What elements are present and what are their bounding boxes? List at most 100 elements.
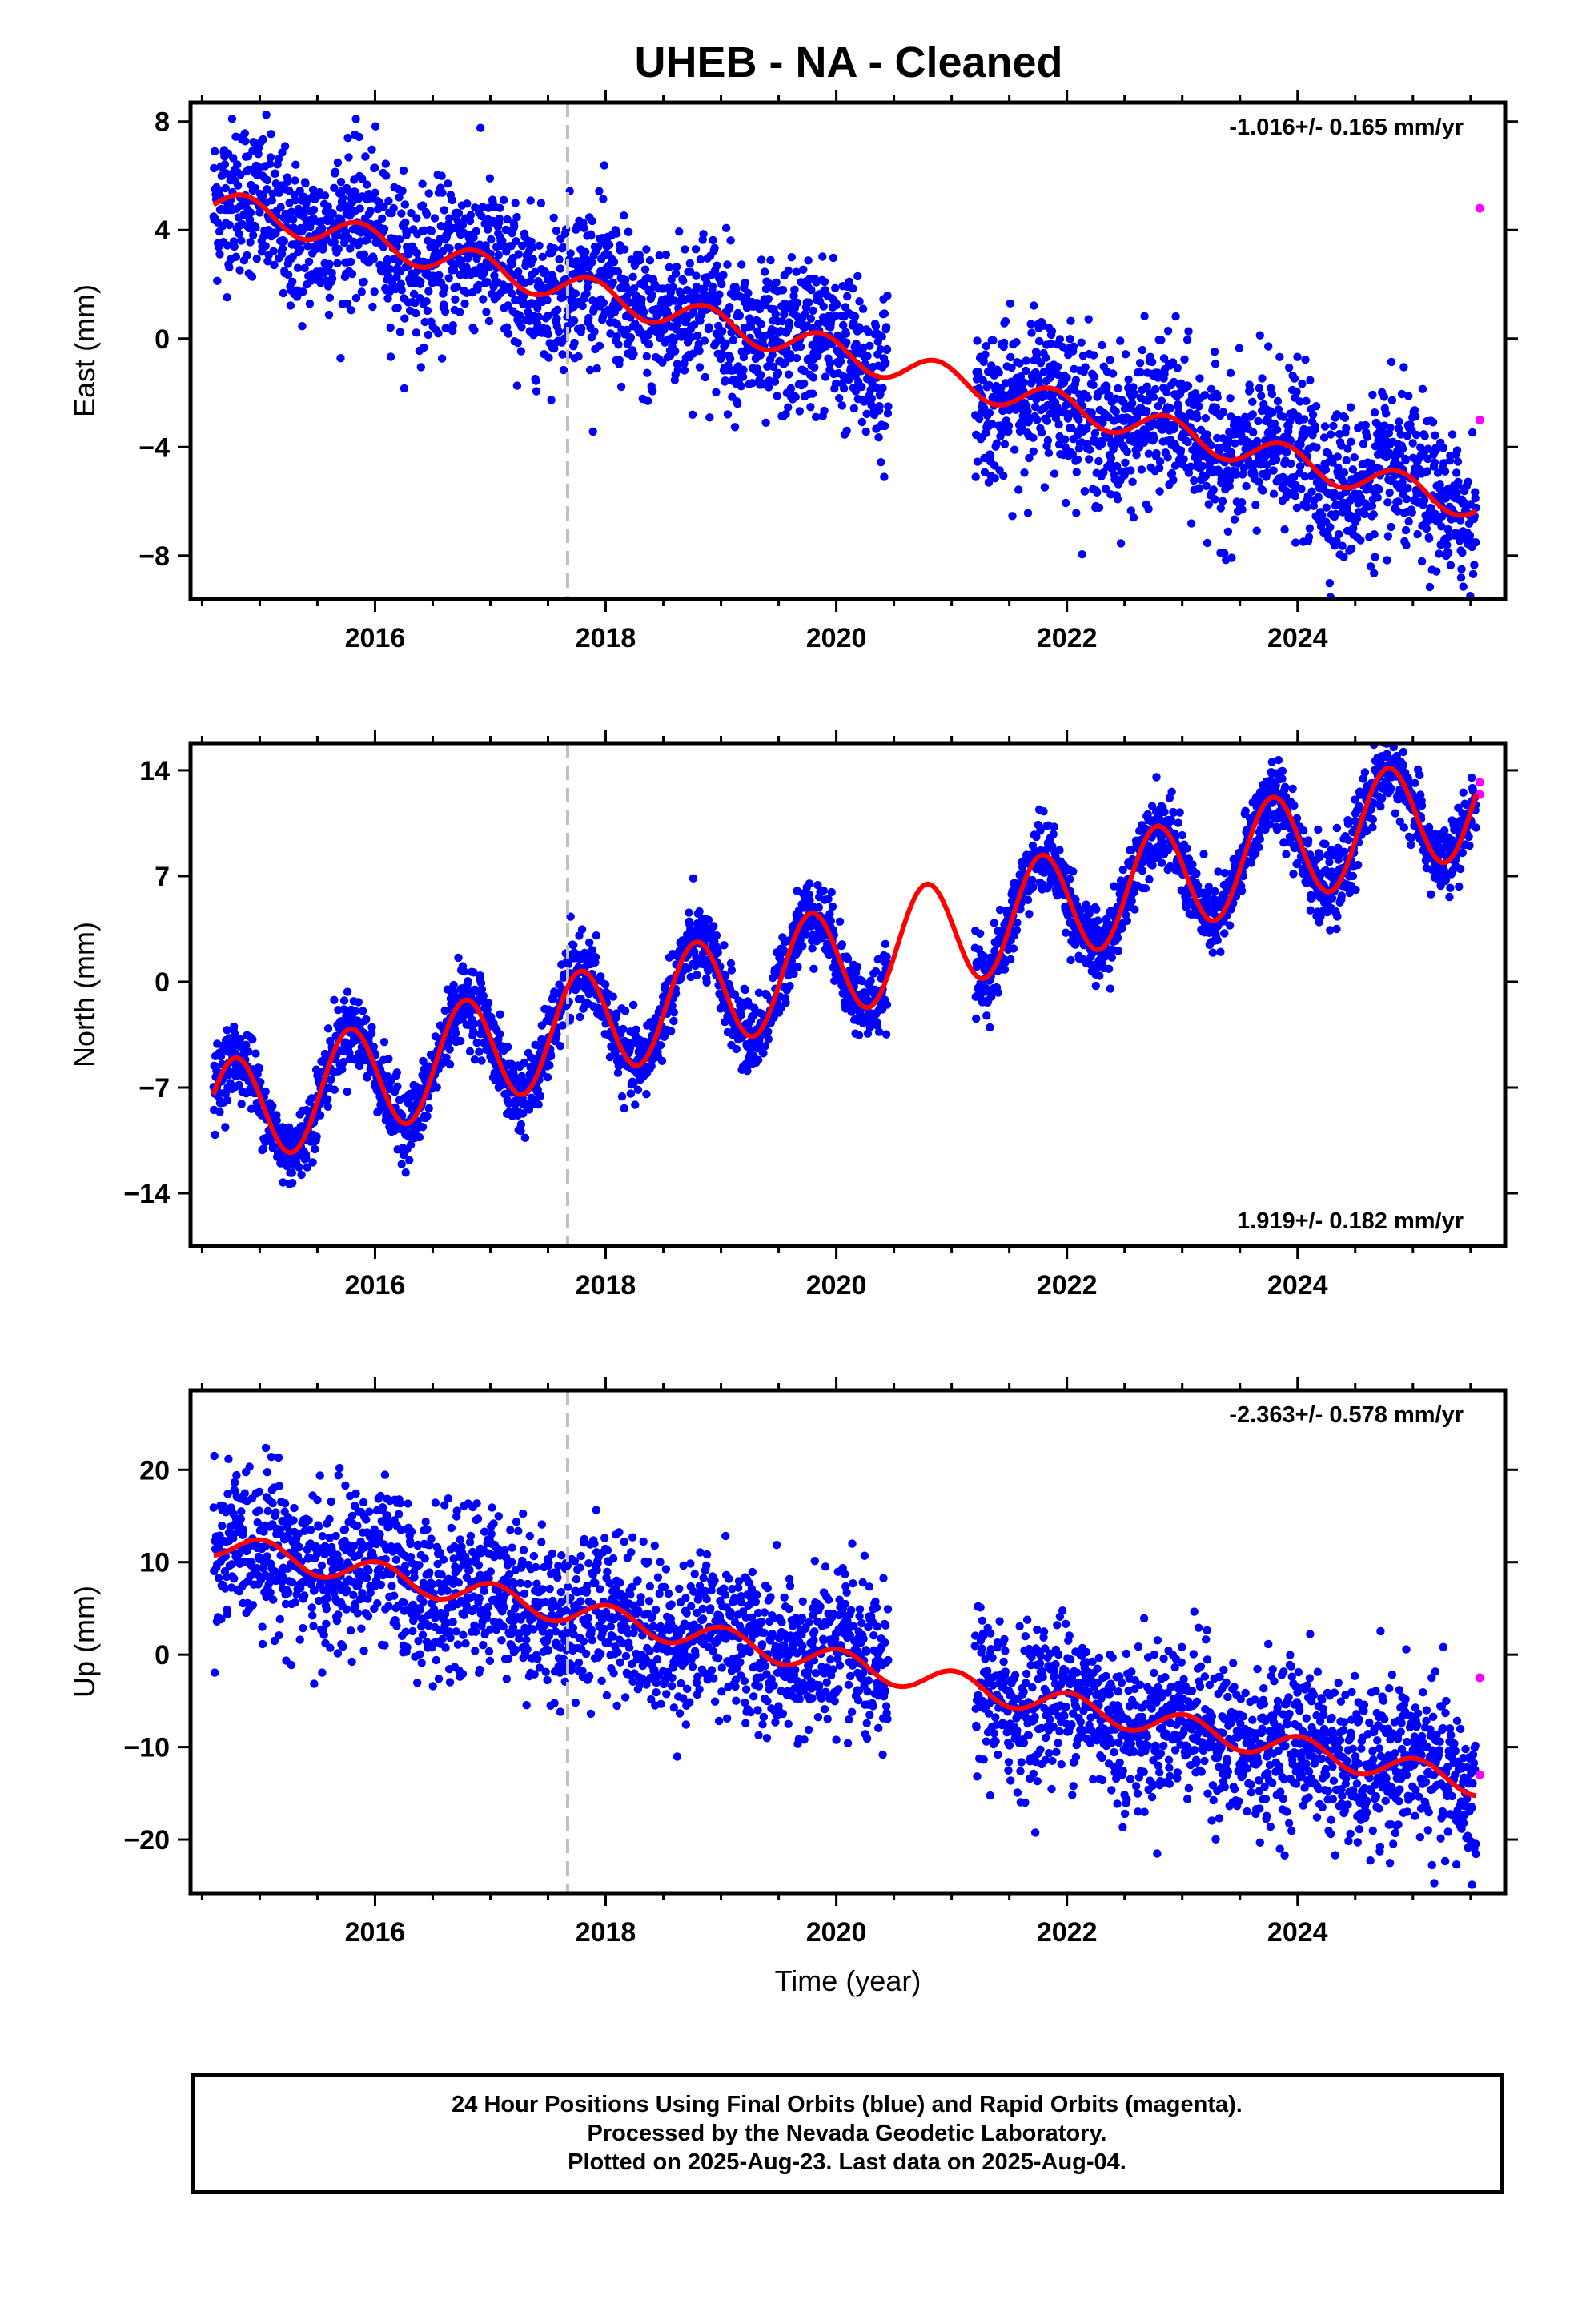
data-point (361, 152, 370, 161)
data-point (1248, 410, 1257, 419)
data-point (1356, 536, 1365, 545)
data-point (792, 353, 801, 363)
data-point (1369, 510, 1378, 519)
data-point (440, 206, 448, 215)
data-point (355, 204, 364, 213)
data-point (223, 241, 232, 250)
data-point (735, 311, 745, 320)
data-point (437, 354, 447, 363)
data-point (1289, 473, 1299, 482)
data-point (267, 130, 275, 139)
data-point (612, 229, 621, 238)
chart-title: UHEB - NA - Cleaned (634, 38, 1062, 86)
data-point (620, 245, 629, 254)
data-point (1452, 489, 1461, 497)
data-point (528, 243, 537, 251)
data-point (515, 311, 524, 320)
data-point (556, 1042, 565, 1051)
data-point (720, 941, 729, 950)
data-point (725, 354, 735, 364)
data-point (384, 196, 393, 206)
data-point (517, 323, 526, 332)
data-point (1301, 355, 1310, 364)
data-point (757, 371, 765, 380)
data-point (1427, 504, 1436, 513)
data-point (831, 379, 841, 388)
data-point (1423, 444, 1433, 453)
data-point (1468, 428, 1477, 437)
data-point (1227, 553, 1236, 562)
data-point (381, 159, 390, 168)
data-point (291, 176, 299, 185)
data-point (508, 259, 517, 269)
x-tick-label: 2022 (1037, 623, 1098, 653)
data-point (221, 1123, 230, 1132)
data-point (732, 285, 741, 294)
data-point (1401, 456, 1410, 465)
data-point (1291, 492, 1300, 501)
data-point (1359, 440, 1368, 448)
data-point (1290, 374, 1299, 383)
data-point (1210, 348, 1219, 356)
data-point (766, 255, 775, 265)
data-point (400, 384, 409, 393)
data-point (328, 209, 337, 218)
data-point (1227, 448, 1236, 457)
data-point (550, 244, 559, 253)
data-point (1325, 579, 1335, 588)
data-point (987, 420, 997, 428)
data-point (1033, 416, 1042, 424)
data-point (1068, 450, 1078, 459)
data-point (999, 338, 1009, 348)
data-point (1408, 439, 1417, 448)
data-point (632, 1025, 640, 1034)
data-point (713, 948, 722, 957)
data-point (1447, 430, 1457, 439)
data-point (512, 212, 521, 222)
data-point (644, 396, 652, 405)
data-point (1254, 416, 1263, 426)
data-point (398, 187, 407, 195)
data-point (980, 468, 990, 476)
data-point (1029, 433, 1038, 442)
data-point (1235, 344, 1244, 352)
data-point (357, 287, 366, 296)
data-point (484, 316, 494, 326)
data-point (582, 289, 591, 298)
data-point (1046, 340, 1055, 348)
data-point (1238, 470, 1247, 479)
data-point (1135, 359, 1145, 368)
data-point (1257, 392, 1266, 400)
data-point (546, 1051, 556, 1061)
data-point (994, 368, 1003, 377)
data-point (1332, 537, 1341, 545)
data-point (569, 941, 578, 950)
final-orbit-points (209, 111, 1480, 599)
data-point (460, 967, 468, 976)
data-point (266, 153, 275, 162)
data-point (263, 175, 272, 185)
data-point (1279, 412, 1288, 421)
data-point (709, 235, 717, 245)
data-point (483, 278, 492, 287)
data-point (1069, 342, 1078, 351)
data-point (1224, 436, 1233, 445)
data-point (1209, 485, 1218, 494)
data-point (1311, 425, 1319, 434)
data-point (1093, 488, 1102, 497)
data-point (261, 1087, 270, 1096)
data-point (1010, 445, 1019, 454)
data-point (1186, 462, 1195, 471)
data-point (756, 351, 765, 360)
data-point (1020, 468, 1029, 477)
data-point (814, 319, 823, 328)
data-point (1130, 389, 1139, 399)
data-point (355, 132, 363, 142)
data-point (1036, 359, 1046, 368)
data-point (255, 208, 264, 217)
data-point (339, 194, 347, 203)
data-point (769, 362, 778, 372)
data-point (458, 220, 468, 230)
data-point (418, 1123, 428, 1132)
